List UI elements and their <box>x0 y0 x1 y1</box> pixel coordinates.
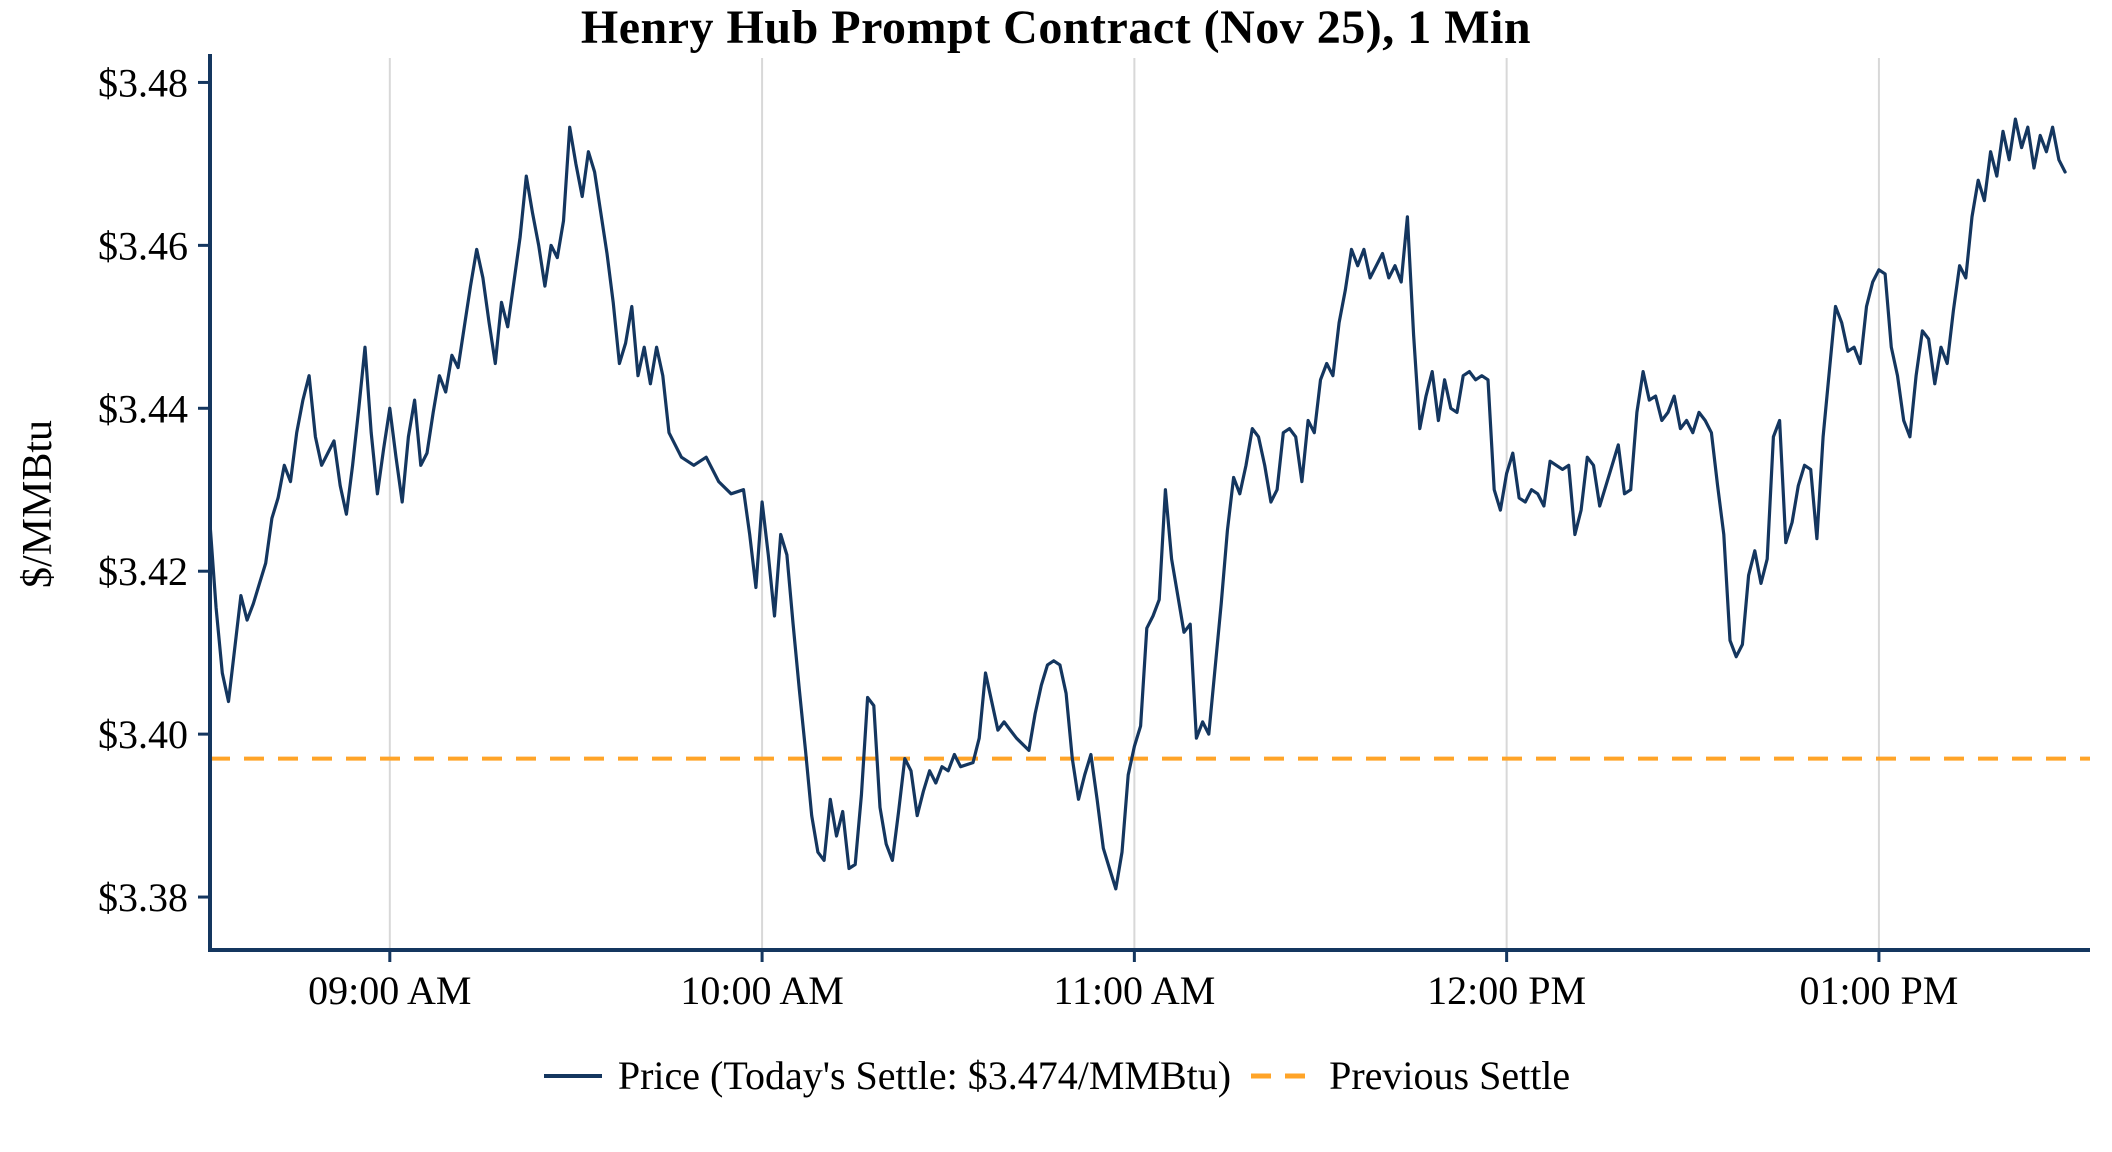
y-tick-label: $3.40 <box>98 712 188 757</box>
y-tick-label: $3.48 <box>98 60 188 105</box>
plot-area: 09:00 AM 10:00 AM 11:00 AM 12:00 PM 01:00 PM… <box>98 54 2090 1013</box>
y-tick-label: $3.38 <box>98 875 188 920</box>
legend-label-previous-settle: Previous Settle <box>1329 1053 1571 1098</box>
x-tick-label: 01:00 PM <box>1799 968 1958 1013</box>
legend-item-previous-settle: Previous Settle <box>1249 1052 1570 1099</box>
x-tick-label: 11:00 AM <box>1053 968 1215 1013</box>
chart-title: Henry Hub Prompt Contract (Nov 25), 1 Mi… <box>580 1 1532 54</box>
previous-settle-line-sample <box>1251 1073 1314 1078</box>
x-tick-label: 09:00 AM <box>308 968 471 1013</box>
x-tick-label: 10:00 AM <box>680 968 843 1013</box>
legend-label-price: Price (Today's Settle: $3.474/MMBtu) <box>617 1053 1232 1098</box>
y-tick-label: $3.44 <box>98 386 188 431</box>
price-line-series <box>208 117 2067 891</box>
x-tick-label: 12:00 PM <box>1427 968 1586 1013</box>
price-line-sample <box>543 1073 602 1078</box>
y-tick-label: $3.46 <box>98 223 188 268</box>
y-tick-label: $3.42 <box>98 549 188 594</box>
legend-item-price: Price (Today's Settle: $3.474/MMBtu) <box>542 1052 1231 1099</box>
legend: Price (Today's Settle: $3.474/MMBtu) Pre… <box>0 1052 2112 1099</box>
